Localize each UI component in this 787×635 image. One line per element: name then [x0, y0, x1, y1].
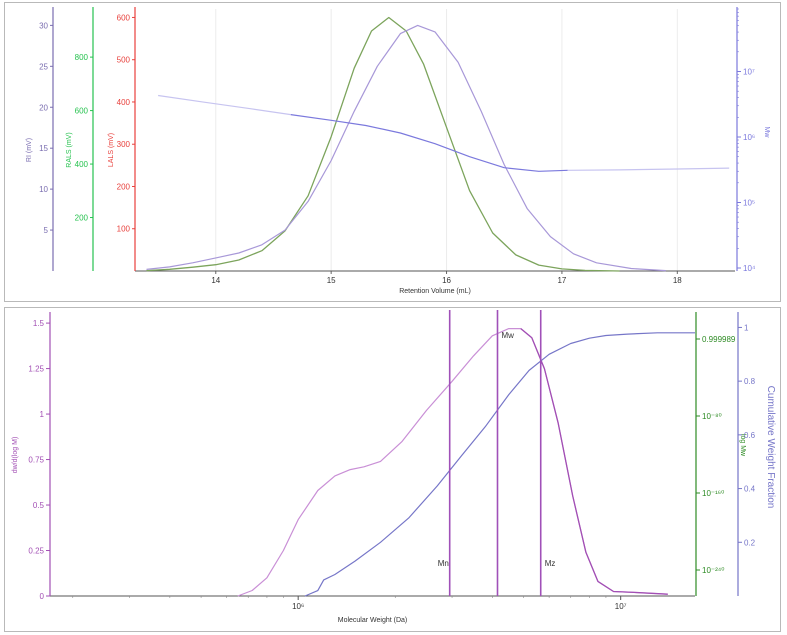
- x-axis-title: Molecular Weight (Da): [338, 617, 408, 624]
- ri-tick-label: 5: [44, 226, 49, 235]
- x-tick-label: 15: [327, 276, 336, 285]
- cum-tick-label: 0.6: [744, 431, 756, 440]
- dw-tick-label: 0.5: [33, 501, 45, 510]
- lals-axis-title: LALS (mV): [108, 133, 115, 167]
- x-tick-label: 18: [673, 276, 682, 285]
- mw-trace-start: [158, 94, 291, 116]
- top-chart-panel: 14 15 16 17 18 Retention Volume (mL) 5 10 15 20 25…: [4, 2, 781, 302]
- molecular-weight-chart: 10⁶ 10⁷ Molecular Weight (Da) 0 0.25 0.5 0.75 1…: [12, 310, 776, 624]
- lals-tick-label: 300: [117, 140, 131, 149]
- lals-trace: [146, 16, 620, 272]
- retention-volume-chart: 14 15 16 17 18 Retention Volume (mL) 5 10 15 20 25…: [26, 7, 770, 295]
- mw-tick-label: 10⁷: [743, 68, 755, 77]
- rals-axis-title: RALS (mV): [66, 132, 73, 167]
- x-tick-label: 16: [442, 276, 451, 285]
- cum-tick-label: 0.2: [744, 538, 756, 547]
- mw-tick-label: 10⁴: [743, 264, 756, 273]
- marker-mn-label: Mn: [438, 559, 449, 568]
- mw-trace-end: [567, 167, 730, 171]
- marker-mw-label: Mw: [502, 331, 515, 340]
- cum-tick-label: 0.8: [744, 377, 756, 386]
- dw-tick-label: 1.5: [33, 319, 45, 328]
- dw-tick-label: 0: [40, 592, 45, 601]
- rals-tick-label: 200: [75, 214, 89, 223]
- rals-tick-label: 600: [75, 107, 89, 116]
- dw-tick-label: 0.75: [28, 456, 44, 465]
- ri-axis-title: RI (mV): [26, 138, 33, 162]
- log-tick-label: 10⁻¹⁶⁰: [702, 489, 724, 498]
- x-tick-label: 14: [211, 276, 220, 285]
- dw-tick-label: 0.25: [28, 547, 44, 556]
- dw-tick-label: 1.25: [28, 365, 44, 374]
- lals-tick-label: 100: [117, 225, 131, 234]
- lals-tick-label: 500: [117, 56, 131, 65]
- log-tick-label: 10⁻⁸⁰: [702, 412, 722, 421]
- mw-axis-title: Mw: [763, 127, 770, 139]
- dw-axis-title: dw/d(log M): [12, 437, 19, 474]
- x-axis-title: Retention Volume (mL): [399, 288, 471, 295]
- ri-tick-label: 25: [39, 62, 48, 71]
- lals-tick-label: 200: [117, 182, 131, 191]
- rals-tick-label: 800: [75, 53, 89, 62]
- ri-tick-label: 10: [39, 185, 48, 194]
- x-tick-label: 10⁶: [292, 602, 304, 611]
- cum-axis-title: Cumulative Weight Fraction: [765, 386, 776, 509]
- dw-trace: [237, 328, 668, 597]
- dw-tick-label: 1: [40, 410, 45, 419]
- ri-tick-label: 30: [39, 21, 48, 30]
- mw-tick-label: 10⁶: [743, 133, 755, 142]
- rals-tick-label: 400: [75, 160, 89, 169]
- marker-mz-label: Mz: [545, 559, 556, 568]
- mw-trace: [290, 114, 568, 172]
- ri-trace: [146, 24, 666, 272]
- log-axis-title: log Mw: [739, 434, 746, 457]
- ri-tick-label: 15: [39, 144, 48, 153]
- log-tick-label: 10⁻²⁴⁰: [702, 566, 724, 575]
- log-tick-label: 0.999989: [702, 335, 736, 344]
- cumulative-trace: [304, 332, 695, 597]
- mw-tick-label: 10⁵: [743, 199, 755, 208]
- x-tick-label: 17: [557, 276, 566, 285]
- cum-tick-label: 1: [744, 323, 749, 332]
- lals-tick-label: 600: [117, 13, 131, 22]
- bottom-chart-panel: 10⁶ 10⁷ Molecular Weight (Da) 0 0.25 0.5 0.75 1…: [4, 307, 781, 632]
- x-tick-label: 10⁷: [615, 602, 627, 611]
- cum-tick-label: 0.4: [744, 485, 756, 494]
- lals-tick-label: 400: [117, 98, 131, 107]
- dw-trace-overlay: [520, 328, 668, 595]
- ri-tick-label: 20: [39, 103, 48, 112]
